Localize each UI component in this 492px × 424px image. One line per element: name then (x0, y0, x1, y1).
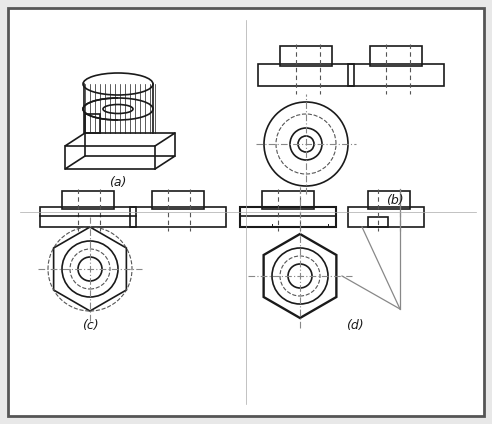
Text: (c): (c) (82, 319, 98, 332)
Bar (280, 46, 332, 66)
Bar (348, 64, 444, 86)
Bar (130, 207, 226, 227)
Bar (152, 191, 204, 209)
Bar (62, 191, 114, 209)
Bar (348, 207, 424, 227)
Bar (368, 217, 388, 227)
Bar (370, 46, 422, 66)
Text: (d): (d) (346, 319, 364, 332)
Bar (368, 191, 410, 209)
Text: (b): (b) (386, 194, 404, 207)
Bar (262, 191, 314, 209)
Bar (240, 207, 336, 227)
Bar (258, 64, 354, 86)
Bar (40, 207, 136, 227)
Text: (a): (a) (109, 176, 126, 189)
